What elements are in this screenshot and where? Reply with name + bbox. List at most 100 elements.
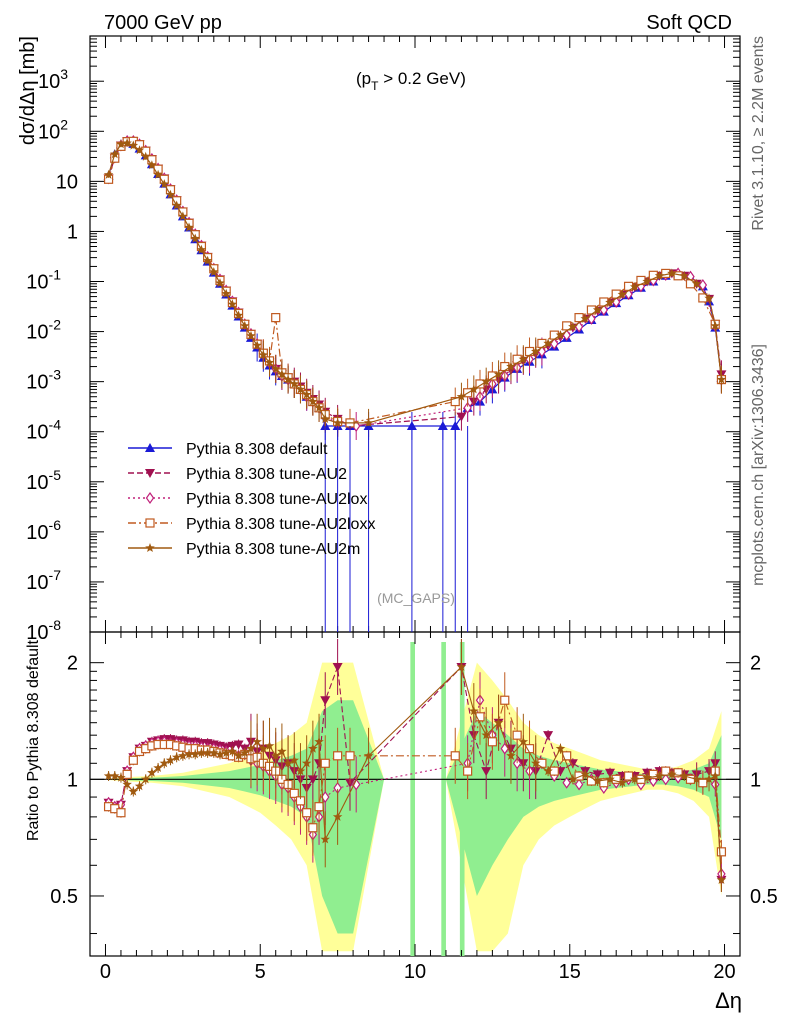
ratio-data-point <box>122 779 132 789</box>
y-tick-label-ratio: 1 <box>67 769 78 791</box>
ratio-data-point <box>574 778 584 791</box>
ratio-data-point <box>277 746 287 756</box>
ratio-data-point <box>642 772 652 782</box>
main-data-point <box>209 267 219 276</box>
ratio-data-point <box>320 696 331 706</box>
main-data-point <box>103 169 114 179</box>
main-data-point <box>450 421 461 431</box>
ratio-data-point <box>698 778 708 788</box>
main-ylabel: dσ/dΔη [mb] <box>17 36 39 145</box>
main-data-point <box>518 354 529 364</box>
ratio-data-point <box>716 847 727 857</box>
ratio-data-point <box>116 772 126 782</box>
ratio-data-point <box>307 775 318 785</box>
ratio-data-point <box>500 695 510 705</box>
ratio-data-point <box>580 769 590 779</box>
ratio-data-point <box>475 712 485 722</box>
x-tick-label: 20 <box>713 961 735 983</box>
main-data-point <box>271 363 281 373</box>
main-data-point <box>667 268 677 278</box>
main-data-point <box>122 138 132 148</box>
ratio-data-point <box>295 766 306 776</box>
ratio-data-point <box>531 758 541 768</box>
main-data-point <box>233 310 244 320</box>
main-data-point <box>437 421 448 431</box>
main-data-point <box>271 313 281 323</box>
ratio-data-point <box>289 788 299 798</box>
main-data-point <box>630 281 640 291</box>
ratio-data-point <box>240 747 250 757</box>
y-tick-label-main: 10-4 <box>26 417 61 444</box>
main-data-point <box>716 374 727 384</box>
y-tick-label-ratio-right: 1 <box>750 769 761 791</box>
main-data-point <box>469 384 479 394</box>
main-data-point <box>283 374 293 384</box>
x-axis-label: Δη <box>715 988 742 1013</box>
ratio-ylabel: Ratio to Pythia 8.308 default <box>25 639 42 841</box>
y-tick-label-main: 10 <box>56 171 78 193</box>
ratio-data-point <box>518 736 529 746</box>
main-data-point <box>153 169 163 179</box>
main-data-point <box>463 401 472 414</box>
main-data-point <box>264 357 275 367</box>
ratio-data-point <box>165 755 176 765</box>
main-plot-series <box>103 134 727 632</box>
ratio-data-point <box>301 758 312 768</box>
ratio-data-point <box>332 662 343 672</box>
ratio-data-point <box>289 755 299 765</box>
main-data-point <box>506 361 516 371</box>
main-data-point <box>141 151 151 161</box>
main-data-point <box>456 391 467 401</box>
y-tick-label-main: 10-7 <box>26 567 61 594</box>
main-data-point <box>710 320 720 330</box>
main-data-point <box>493 369 504 379</box>
ratio-data-point <box>110 771 120 780</box>
ratio-data-point <box>710 771 720 780</box>
main-data-point <box>184 222 194 232</box>
main-data-point <box>642 276 652 286</box>
main-data-point <box>605 297 615 307</box>
legend-label: Pythia 8.308 tune-AU2m <box>186 541 360 558</box>
ratio-data-point <box>209 747 219 757</box>
ratio-data-point <box>506 750 516 760</box>
header-left: 7000 GeV pp <box>104 12 222 34</box>
ratio-data-point <box>661 773 670 786</box>
main-data-point <box>481 376 491 386</box>
legend-label: Pythia 8.308 default <box>186 441 328 458</box>
ratio-data-point <box>617 777 628 787</box>
ratio-data-point <box>481 767 492 777</box>
header-right: Soft QCD <box>646 12 732 34</box>
ratio-data-point <box>153 762 163 772</box>
ratio-data-point <box>450 751 460 761</box>
ratio-data-point <box>562 751 572 761</box>
y-tick-label-ratio: 0.5 <box>50 886 78 908</box>
ratio-band-stripe <box>410 642 415 956</box>
ratio-data-point <box>562 776 571 789</box>
main-data-point <box>363 417 374 427</box>
ratio-data-point <box>128 786 139 796</box>
ratio-data-point <box>630 774 640 784</box>
legend-label: Pythia 8.308 tune-AU2loxx <box>186 516 375 533</box>
main-data-point <box>698 278 708 292</box>
ratio-data-point <box>704 774 714 784</box>
ratio-data-point <box>314 802 324 812</box>
legend-marker <box>145 469 155 478</box>
y-tick-label-main: 10-1 <box>26 267 61 294</box>
ratio-uncertainty-bands <box>90 642 740 956</box>
ratio-data-point <box>592 770 603 780</box>
ratio-band-stripe <box>459 642 465 956</box>
main-data-point <box>691 278 702 288</box>
main-data-point <box>128 140 139 150</box>
y-tick-label-ratio-right: 0.5 <box>750 886 778 908</box>
ratio-data-point <box>116 808 126 818</box>
ratio-plot-series <box>103 638 727 892</box>
ratio-data-point <box>202 747 213 757</box>
main-data-point <box>580 313 590 323</box>
ratio-data-point <box>543 766 553 776</box>
main-data-point <box>258 350 269 360</box>
ratio-data-point <box>333 751 343 761</box>
ratio-data-point <box>320 758 330 768</box>
ratio-data-point <box>456 661 467 671</box>
x-tick-label: 0 <box>100 961 111 983</box>
ratio-data-point <box>246 743 256 753</box>
